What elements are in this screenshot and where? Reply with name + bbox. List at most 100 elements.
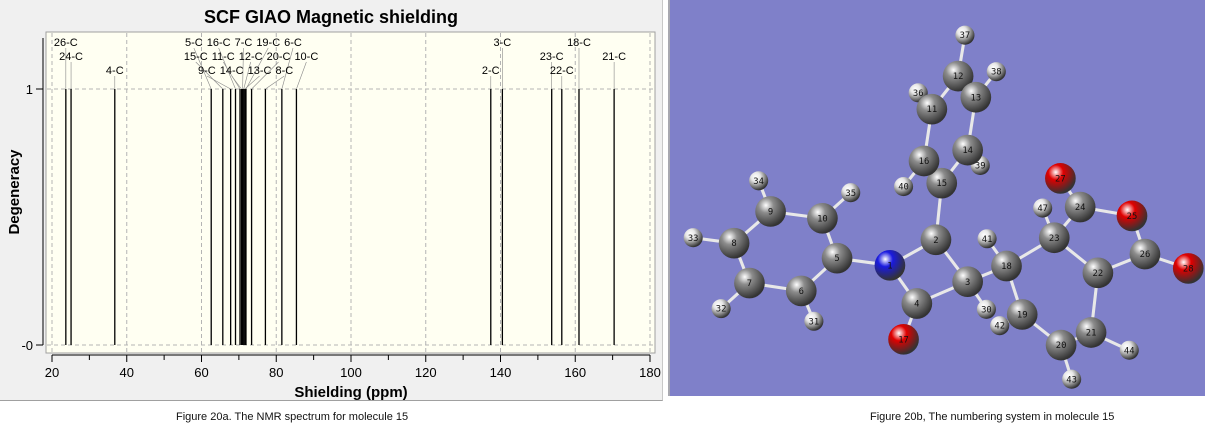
atom-number: 1 — [887, 261, 892, 271]
atom-sphere — [990, 316, 1010, 336]
atom-number: 30 — [981, 305, 992, 315]
nmr-spectrum-chart: 26-C24-C4-C5-C15-C9-C16-C11-C14-C7-C12-C… — [6, 7, 661, 400]
caption-figure-20a: Figure 20a. The NMR spectrum for molecul… — [176, 411, 409, 423]
axes: 20 40 60 80 100 120 140 160 180 -0 1 — [21, 38, 661, 380]
atom-sphere — [749, 171, 769, 191]
atom-sphere — [1062, 369, 1082, 389]
atom-number: 3 — [965, 278, 970, 288]
y-tick-label: -0 — [21, 338, 33, 353]
atom-number: 31 — [809, 317, 820, 327]
peak-label-leader — [206, 75, 231, 90]
peak-label: 16-C — [207, 37, 231, 49]
atom-41: 41 — [977, 229, 997, 249]
atom-sphere — [1064, 191, 1096, 223]
atom-sphere — [1082, 257, 1114, 289]
atom-37: 37 — [955, 25, 975, 45]
peak-label-leader — [296, 61, 307, 90]
peak-label: 4-C — [106, 65, 124, 77]
atom-15: 15 — [926, 167, 958, 199]
peak-label-leader — [242, 47, 244, 90]
peak-label: 26-C — [54, 37, 78, 49]
y-tick-label: 1 — [26, 82, 33, 97]
atom-sphere — [920, 224, 952, 256]
peak-label: 20-C — [267, 51, 291, 63]
atom-3: 3 — [952, 266, 983, 298]
atom-sphere — [683, 228, 703, 248]
atom-number: 25 — [1127, 212, 1138, 222]
atom-number: 42 — [994, 322, 1005, 332]
atom-number: 11 — [927, 105, 938, 115]
atom-sphere — [841, 183, 861, 203]
atom-43: 43 — [1062, 369, 1082, 389]
peak-label-leader — [195, 61, 224, 90]
atom-16: 16 — [908, 145, 940, 177]
atom-sphere — [1119, 340, 1139, 360]
atom-number: 8 — [731, 239, 736, 249]
atom-number: 36 — [913, 89, 924, 99]
peak-label: 18-C — [567, 37, 591, 49]
atom-number: 22 — [1093, 269, 1104, 279]
x-tick-label: 140 — [490, 365, 512, 380]
atom-9: 9 — [755, 196, 786, 227]
atom-sphere — [804, 311, 824, 331]
atom-sphere — [1075, 317, 1107, 348]
atom-28: 28 — [1172, 253, 1204, 284]
atom-24: 24 — [1064, 191, 1096, 223]
atom-number: 23 — [1049, 234, 1060, 244]
atom-number: 6 — [799, 287, 804, 297]
peak-label-leader — [243, 61, 251, 90]
atom-44: 44 — [1119, 340, 1139, 360]
atom-number: 24 — [1075, 203, 1086, 213]
atom-sphere — [942, 60, 974, 92]
atom-47: 47 — [1033, 198, 1053, 218]
x-tick-label: 120 — [415, 365, 437, 380]
atom-sphere — [952, 134, 983, 166]
peaks: 26-C 24-C 4-C 5-C 15-C 9-C 16-C 11-C 14-C 7-C 12-C… — [54, 37, 626, 345]
atom-number: 2 — [933, 236, 938, 246]
atom-7: 7 — [734, 267, 765, 299]
atom-sphere — [986, 62, 1006, 82]
atom-number: 26 — [1140, 250, 1151, 260]
x-tick-label: 20 — [45, 365, 59, 380]
atom-sphere — [977, 229, 997, 249]
atom-23: 23 — [1038, 222, 1070, 254]
atom-sphere — [1116, 200, 1148, 232]
atom-26: 26 — [1129, 238, 1161, 270]
molecule-3d-model: 3031323334353637383940414243444712345678… — [683, 25, 1204, 389]
atom-sphere — [874, 249, 906, 281]
atom-22: 22 — [1082, 257, 1114, 289]
plot-area — [45, 31, 656, 354]
atom-30: 30 — [976, 299, 996, 319]
atom-sphere — [711, 299, 731, 319]
x-tick-label: 80 — [269, 365, 283, 380]
atom-number: 19 — [1017, 311, 1028, 321]
x-tick-label: 180 — [639, 365, 661, 380]
atom-number: 41 — [982, 235, 993, 245]
peak-label: 11-C — [212, 51, 235, 63]
peak-label-leaders — [65, 47, 615, 90]
atom-sphere — [952, 266, 983, 298]
atom-number: 35 — [845, 189, 856, 199]
atom-sphere — [991, 250, 1022, 282]
atom-sphere — [916, 93, 948, 125]
chart-title: SCF GIAO Magnetic shielding — [204, 7, 458, 27]
atom-4: 4 — [901, 288, 933, 319]
peak-label: 19-C — [256, 37, 280, 49]
atom-18: 18 — [991, 250, 1022, 282]
atom-number: 40 — [898, 183, 909, 193]
atom-sphere — [888, 323, 919, 355]
peak-label-leader — [265, 75, 285, 90]
peak-label: 9-C — [198, 65, 216, 77]
peak-label: 12-C — [239, 51, 263, 63]
atom-13: 13 — [960, 81, 992, 113]
atom-number: 39 — [975, 162, 986, 172]
atom-sphere — [807, 202, 838, 234]
atom-6: 6 — [785, 275, 817, 307]
peak-label: 6-C — [284, 37, 302, 49]
atom-number: 28 — [1183, 264, 1194, 274]
atom-sphere — [894, 177, 914, 197]
caption-figure-20b: Figure 20b, The numbering system in mole… — [870, 411, 1115, 423]
peak-label: 14-C — [220, 65, 244, 77]
atom-number: 16 — [919, 157, 930, 167]
peak-label: 22-C — [550, 65, 574, 77]
